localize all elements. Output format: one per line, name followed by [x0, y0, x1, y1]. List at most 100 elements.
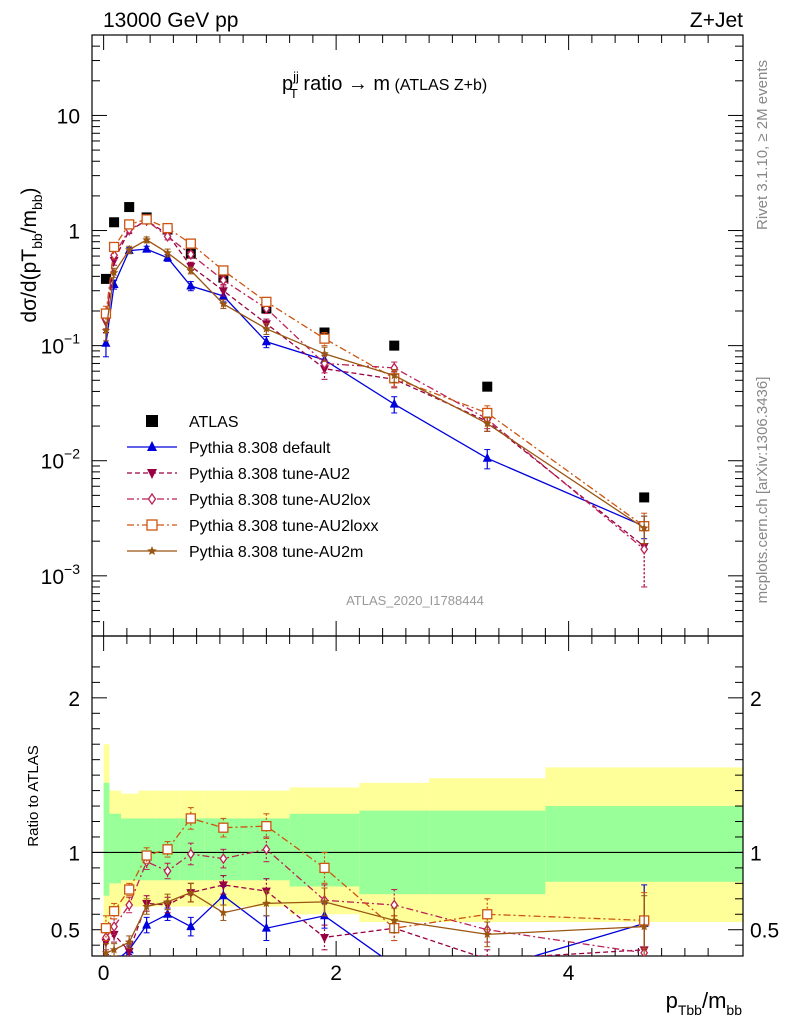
main-data-point [390, 371, 399, 380]
legend-label: Pythia 8.308 tune-AU2lox [189, 492, 370, 509]
ratio-y-tick-label-left: 0.5 [51, 920, 80, 943]
legend: ATLAS Pythia 8.308 default Pythia 8.308 tu… [127, 414, 378, 561]
main-data-point [101, 337, 111, 347]
main-data-point [124, 202, 135, 213]
ratio-data-point [261, 922, 271, 932]
rivet-version-label: Rivet 3.1.10, ≥ 2M events [754, 60, 771, 230]
ratio-data-point [639, 922, 649, 931]
main-data-point [482, 452, 492, 462]
ratio-data-point [482, 955, 492, 956]
ratio-data-point [142, 902, 151, 911]
ratio-uncertainty-bands [103, 744, 743, 946]
ratio-data-point [124, 884, 135, 895]
ratio-data-point [124, 937, 134, 946]
plot-title-paren: (ATLAS Z+b) [390, 77, 487, 94]
main-series-line [105, 248, 645, 527]
main-data-point [162, 222, 173, 234]
main-data-point [108, 241, 120, 253]
ratio-data-point [163, 897, 172, 906]
main-data-point [389, 340, 400, 351]
legend-entry: ATLAS [146, 414, 239, 431]
main-data-point [319, 333, 330, 344]
main-data-point [218, 265, 229, 276]
legend-marker [146, 519, 158, 531]
ratio-data-point [483, 964, 492, 973]
legend-label: Pythia 8.308 tune-AU2loxx [189, 518, 378, 535]
main-data-point [320, 357, 329, 370]
main-series-5 [101, 235, 649, 545]
ratio-data-point [261, 820, 272, 832]
ratio-data-point [142, 919, 152, 929]
main-series-0 [100, 202, 650, 503]
ratio-data-point [109, 945, 119, 954]
ratio-data-point [101, 948, 111, 956]
ratio-data-point [218, 822, 229, 833]
main-data-point [109, 217, 120, 228]
main-data-point [142, 243, 152, 253]
y-tick-label: 10−1 [41, 331, 81, 359]
legend-label: ATLAS [189, 414, 239, 431]
main-data-point [100, 273, 111, 284]
legend-entry: Pythia 8.308 tune-AU2loxx [127, 518, 378, 535]
main-data-point [262, 324, 271, 333]
main-data-point [163, 230, 172, 242]
ratio-y-tick-label-left: 1 [68, 842, 80, 865]
main-data-point [186, 248, 195, 261]
plot-title-sup: jj [292, 69, 299, 84]
ratio-data-point [219, 852, 228, 865]
ratio-series-line [105, 891, 645, 954]
main-data-point [320, 365, 329, 375]
ratio-data-point [163, 908, 173, 918]
y-tick-label: 10−3 [41, 561, 81, 589]
ratio-band-inner [545, 806, 743, 882]
plot-title: pjj T ratio → m (ATLAS Z+b) [282, 69, 487, 101]
main-series-line [105, 218, 645, 527]
legend-marker [147, 492, 157, 506]
x-axis-label: pTbb/mbb [666, 988, 743, 1018]
main-data-point [185, 238, 196, 249]
main-data-point [101, 326, 111, 335]
main-axes: 10 1 10−1 10−2 10−3 [41, 34, 743, 637]
svg-text:dσ/d(pTbb/mbb): dσ/d(pTbb/mbb) [18, 187, 45, 322]
main-series [100, 202, 650, 588]
plot-title-p: p [282, 73, 293, 95]
legend-marker [147, 546, 157, 555]
ratio-series-line [105, 848, 645, 954]
ratio-data-point [100, 923, 112, 934]
ratio-series [100, 807, 650, 973]
ratio-data-point [390, 960, 399, 969]
main-data-point [219, 299, 228, 308]
legend-entry: Pythia 8.308 default [127, 440, 331, 457]
ratio-band-inner [109, 813, 122, 884]
main-data-point [639, 523, 649, 532]
ratio-data-point [219, 908, 228, 917]
ratio-data-point [262, 843, 271, 855]
main-data-point [261, 336, 271, 346]
header-process: Z+Jet [690, 9, 743, 32]
legend-label: Pythia 8.308 default [189, 440, 331, 457]
main-data-point [142, 235, 151, 244]
legend-entry: Pythia 8.308 tune-AU2lox [127, 492, 370, 509]
ratio-y-tick-label-right: 0.5 [750, 920, 779, 943]
main-data-point [124, 219, 135, 230]
header-energy: 13000 GeV pp [103, 9, 238, 32]
main-data-point [640, 543, 649, 555]
ratio-data-point [320, 933, 329, 943]
ratio-data-point [482, 909, 493, 920]
ratio-series-4 [101, 882, 649, 956]
mcplots-label: mcplots.cern.ch [arXiv:1306.3436] [754, 377, 771, 604]
ratio-axes: 0.5 0.5 1 1 2 2 0 2 4 [51, 636, 779, 985]
ratio-data-point [141, 850, 152, 861]
ratio-data-point [109, 930, 119, 940]
ratio-data-point [262, 898, 271, 908]
ratio-data-point [186, 921, 196, 931]
ratio-data-point [163, 865, 172, 877]
main-data-point [141, 214, 152, 225]
ratio-data-point [483, 929, 492, 938]
x-tick-label: 4 [563, 962, 575, 985]
legend-label: Pythia 8.308 tune-AU2m [189, 544, 363, 561]
ratio-band-inner [121, 818, 139, 881]
ratio-data-point [320, 897, 329, 906]
ratio-series-line [105, 884, 645, 956]
main-data-point [219, 274, 228, 286]
